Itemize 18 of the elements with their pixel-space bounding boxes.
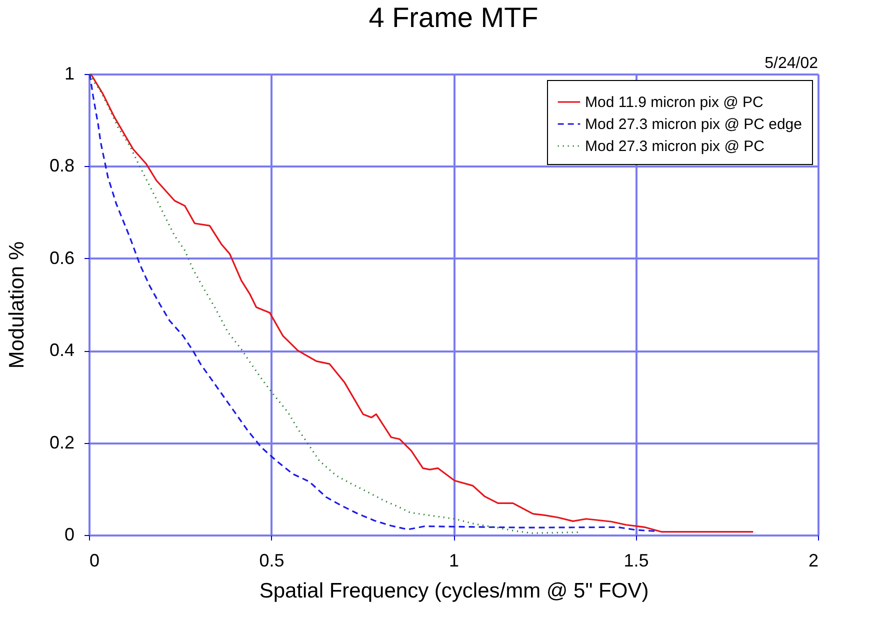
x-tick-label: 0 [90, 550, 100, 570]
x-axis-title: Spatial Frequency (cycles/mm @ 5" FOV) [259, 580, 649, 602]
x-tick-label: 1 [448, 550, 460, 570]
y-tick-label: 0.8 [49, 156, 74, 176]
text: 5/24/02 [764, 55, 818, 72]
y-tick-label: 0.6 [49, 248, 74, 268]
y-tick-label: 0.2 [49, 432, 74, 452]
x-tick-label: 2 [808, 550, 818, 570]
x-tick-label: 1.5 [624, 550, 649, 570]
y-tick-label: 0.4 [49, 340, 74, 360]
y-tick-label: 0 [64, 524, 74, 544]
legend-label: Mod 27.3 micron pix @ PC edge [585, 116, 802, 133]
legend-label: Mod 11.9 micron pix @ PC [585, 94, 764, 111]
chart-title: 4 Frame MTF [368, 2, 538, 33]
legend-label: Mod 27.3 micron pix @ PC [585, 138, 765, 155]
x-tick-label: 0.5 [259, 550, 284, 570]
y-tick-label: 1 [64, 64, 74, 84]
y-axis-title: Modulation % [5, 241, 28, 369]
